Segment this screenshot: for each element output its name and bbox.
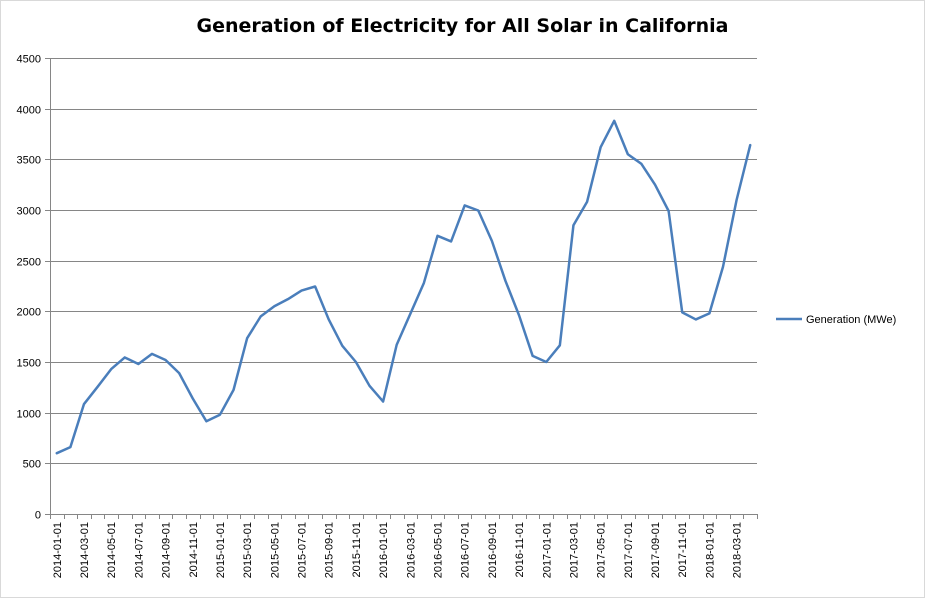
x-tick-label: 2014-09-01 xyxy=(161,522,173,578)
x-tick-label: 2015-09-01 xyxy=(324,522,336,578)
y-tick-label: 1000 xyxy=(17,409,41,421)
x-tick-label: 2014-05-01 xyxy=(106,522,118,578)
x-tick-label: 2015-01-01 xyxy=(215,522,227,578)
x-tick-label: 2015-11-01 xyxy=(351,522,363,577)
y-tick-label: 3000 xyxy=(17,206,41,218)
x-tick-label: 2017-01-01 xyxy=(541,522,553,578)
x-tick-label: 2015-03-01 xyxy=(242,522,254,578)
x-tick-label: 2017-11-01 xyxy=(677,522,689,577)
x-tick-label: 2017-05-01 xyxy=(596,522,608,578)
x-tick-label: 2016-11-01 xyxy=(514,522,526,577)
y-tick-label: 4500 xyxy=(17,54,41,66)
x-tick-label: 2015-05-01 xyxy=(269,522,281,578)
x-tick-label: 2018-03-01 xyxy=(732,522,744,578)
y-tick-label: 2000 xyxy=(17,307,41,319)
legend-label: Generation (MWe) xyxy=(806,314,896,326)
chart-title: Generation of Electricity for All Solar … xyxy=(196,15,729,37)
x-tick-label: 2017-03-01 xyxy=(568,522,580,578)
x-tick-label: 2016-01-01 xyxy=(378,522,390,578)
series-line xyxy=(55,119,752,455)
x-tick-label: 2016-09-01 xyxy=(487,522,499,578)
x-tick-label: 2017-07-01 xyxy=(623,522,635,578)
y-tick-label: 500 xyxy=(23,459,41,471)
x-tick-label: 2014-03-01 xyxy=(79,522,91,578)
y-tick-label: 3500 xyxy=(17,155,41,167)
x-tick-label: 2014-01-01 xyxy=(52,522,64,578)
x-tick-label: 2016-07-01 xyxy=(460,522,472,578)
x-tick-label: 2016-03-01 xyxy=(405,522,417,578)
x-tick-label: 2016-05-01 xyxy=(432,522,444,578)
x-tick-label: 2015-07-01 xyxy=(297,522,309,578)
x-tick-label: 2018-01-01 xyxy=(704,522,716,578)
x-tick-label: 2017-09-01 xyxy=(650,522,662,578)
x-tick-label: 2014-07-01 xyxy=(133,522,145,578)
y-tick-label: 2500 xyxy=(17,257,41,269)
y-tick-label: 1500 xyxy=(17,358,41,370)
x-tick-label: 2014-11-01 xyxy=(188,522,200,577)
y-tick-label: 4000 xyxy=(17,105,41,117)
y-tick-label: 0 xyxy=(35,510,41,522)
